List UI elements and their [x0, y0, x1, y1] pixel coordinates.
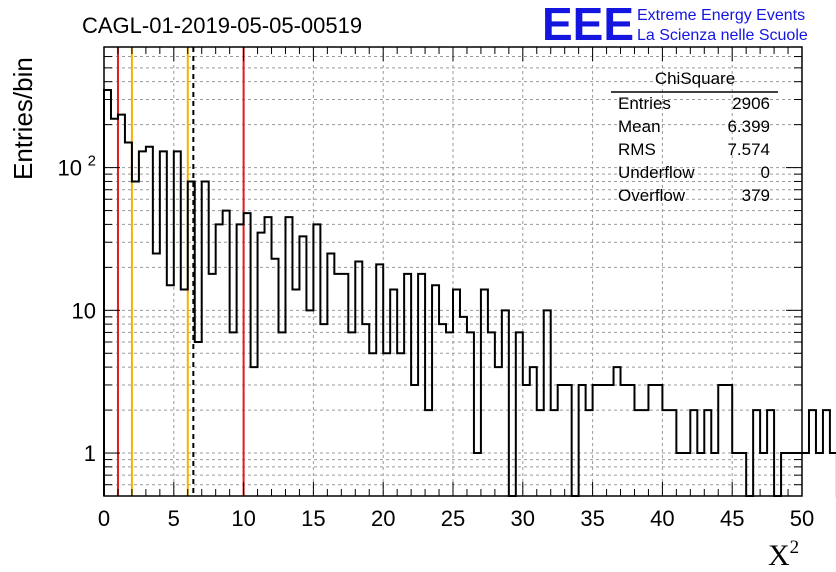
x-tick-label: 45 [720, 506, 744, 531]
stat-label: Entries [618, 94, 671, 113]
stat-label: Underflow [618, 163, 695, 182]
x-tick-label: 20 [371, 506, 395, 531]
y-tick-labels: 1 10 10 2 [58, 153, 96, 466]
y-tick-exponent: 2 [88, 153, 96, 170]
stat-value: 7.574 [727, 140, 770, 159]
x-tick-label: 40 [650, 506, 674, 531]
eee-logo: EEE Extreme Energy Events La Scienza nel… [542, 0, 808, 50]
axis-ticks [103, 46, 803, 497]
y-tick-label: 10 [58, 156, 82, 181]
stat-value: 6.399 [727, 117, 770, 136]
stat-label: RMS [618, 140, 656, 159]
x-tick-label: 25 [441, 506, 465, 531]
histogram-series [103, 88, 836, 497]
stat-value: 379 [742, 186, 770, 205]
stat-label: Overflow [618, 186, 686, 205]
y-tick-label: 1 [84, 441, 96, 466]
stat-value: 2906 [732, 94, 770, 113]
logo-line-1: Extreme Energy Events [637, 7, 805, 24]
x-tick-labels: 0 5 10 15 20 25 30 35 40 45 50 [98, 506, 814, 531]
stats-box: ChiSquare Entries 2906 Mean 6.399 RMS 7.574 Un… [611, 69, 778, 205]
y-tick-label: 10 [72, 298, 96, 323]
x-tick-label: 30 [511, 506, 535, 531]
stat-label: Mean [618, 117, 661, 136]
x-tick-label: 10 [231, 506, 255, 531]
x-tick-label: 50 [790, 506, 814, 531]
x-tick-label: 5 [168, 506, 180, 531]
stat-value: 0 [761, 163, 770, 182]
x-tick-label: 0 [98, 506, 110, 531]
logo-line-2: La Scienza nelle Scuole [637, 27, 808, 44]
stats-rows: Entries 2906 Mean 6.399 RMS 7.574 Underflow 0 Ov… [618, 94, 770, 205]
y-axis-title: Entries/bin [8, 57, 38, 180]
stats-title: ChiSquare [655, 69, 735, 88]
x-tick-label: 15 [301, 506, 325, 531]
chart-title: CAGL-01-2019-05-05-00519 [82, 13, 362, 38]
reference-lines [116, 47, 245, 496]
x-axis-title: X2 [768, 537, 799, 572]
eee-logo-mark: EEE [542, 0, 634, 50]
x-tick-label: 35 [580, 506, 604, 531]
